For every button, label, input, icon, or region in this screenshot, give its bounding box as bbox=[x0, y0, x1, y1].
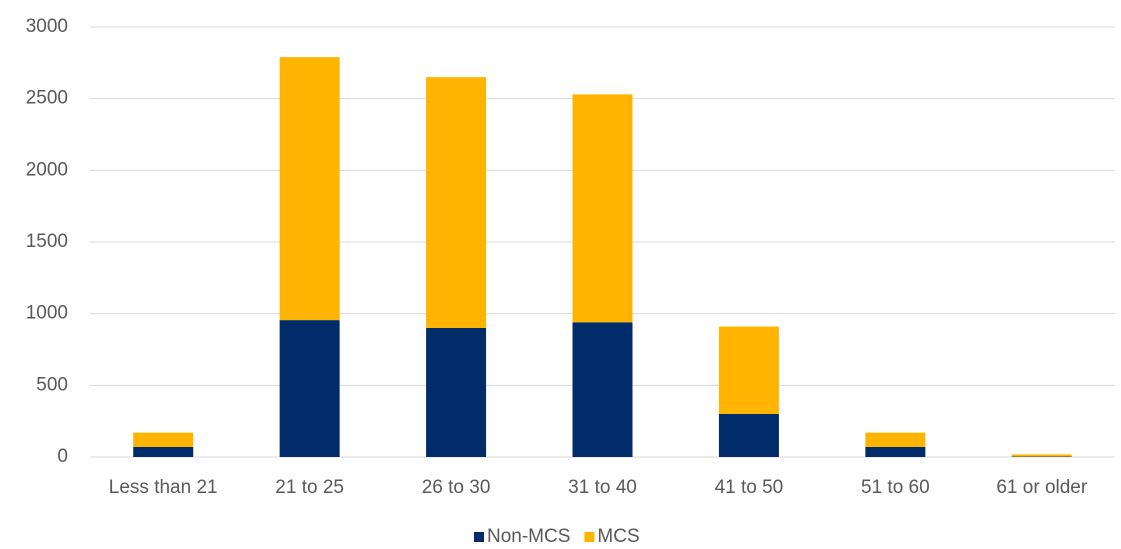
x-tick-label: 21 to 25 bbox=[275, 477, 344, 498]
bar-segment bbox=[133, 446, 194, 457]
legend-label: MCS bbox=[597, 526, 639, 547]
bar-segment bbox=[572, 94, 633, 323]
x-tick-label: 51 to 60 bbox=[861, 477, 930, 498]
bar-segment bbox=[279, 320, 340, 457]
bar-segment bbox=[133, 432, 194, 447]
bar-segment bbox=[718, 414, 779, 457]
bar-segment bbox=[426, 328, 487, 457]
y-tick-label: 500 bbox=[36, 374, 68, 395]
x-tick-label: 61 or older bbox=[996, 477, 1088, 498]
x-tick-label: 31 to 40 bbox=[568, 477, 637, 498]
bar-segment bbox=[865, 432, 926, 447]
bar-segment bbox=[426, 77, 487, 329]
y-tick-label: 2000 bbox=[26, 159, 68, 180]
y-tick-label: 3000 bbox=[26, 16, 68, 37]
y-tick-label: 1500 bbox=[26, 231, 68, 252]
legend-swatch bbox=[584, 532, 595, 542]
x-tick-label: 41 to 50 bbox=[715, 477, 784, 498]
y-tick-label: 0 bbox=[57, 446, 68, 467]
bar-segment bbox=[1011, 454, 1072, 457]
bar-segment bbox=[718, 326, 779, 414]
x-tick-label: Less than 21 bbox=[109, 477, 218, 498]
legend-label: Non-MCS bbox=[487, 526, 570, 547]
bar-segment bbox=[865, 446, 926, 457]
bar-segment bbox=[572, 322, 633, 457]
legend-swatch bbox=[474, 532, 484, 542]
x-tick-label: 26 to 30 bbox=[422, 477, 491, 498]
y-tick-label: 2500 bbox=[26, 88, 68, 109]
bar-segment bbox=[279, 57, 340, 321]
y-tick-label: 1000 bbox=[26, 303, 68, 324]
